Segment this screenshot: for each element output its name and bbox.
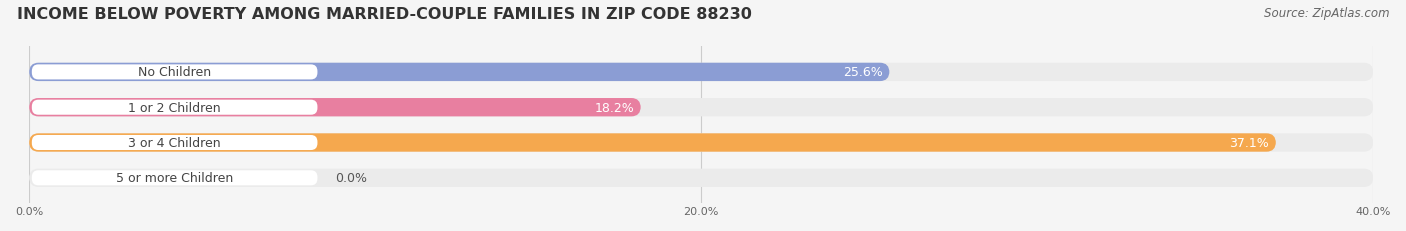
FancyBboxPatch shape [30,64,1374,82]
Text: 37.1%: 37.1% [1229,137,1270,149]
Text: 1 or 2 Children: 1 or 2 Children [128,101,221,114]
Text: 3 or 4 Children: 3 or 4 Children [128,137,221,149]
Text: Source: ZipAtlas.com: Source: ZipAtlas.com [1264,7,1389,20]
Text: 0.0%: 0.0% [335,172,367,185]
FancyBboxPatch shape [30,99,641,117]
Text: 18.2%: 18.2% [595,101,634,114]
Text: INCOME BELOW POVERTY AMONG MARRIED-COUPLE FAMILIES IN ZIP CODE 88230: INCOME BELOW POVERTY AMONG MARRIED-COUPL… [17,7,752,22]
FancyBboxPatch shape [32,135,318,150]
FancyBboxPatch shape [30,134,1275,152]
Text: 25.6%: 25.6% [844,66,883,79]
FancyBboxPatch shape [32,65,318,80]
FancyBboxPatch shape [30,99,1374,117]
FancyBboxPatch shape [30,64,890,82]
FancyBboxPatch shape [32,170,318,185]
FancyBboxPatch shape [30,134,1374,152]
Text: No Children: No Children [138,66,211,79]
Text: 5 or more Children: 5 or more Children [117,172,233,185]
FancyBboxPatch shape [32,100,318,115]
FancyBboxPatch shape [30,169,1374,187]
